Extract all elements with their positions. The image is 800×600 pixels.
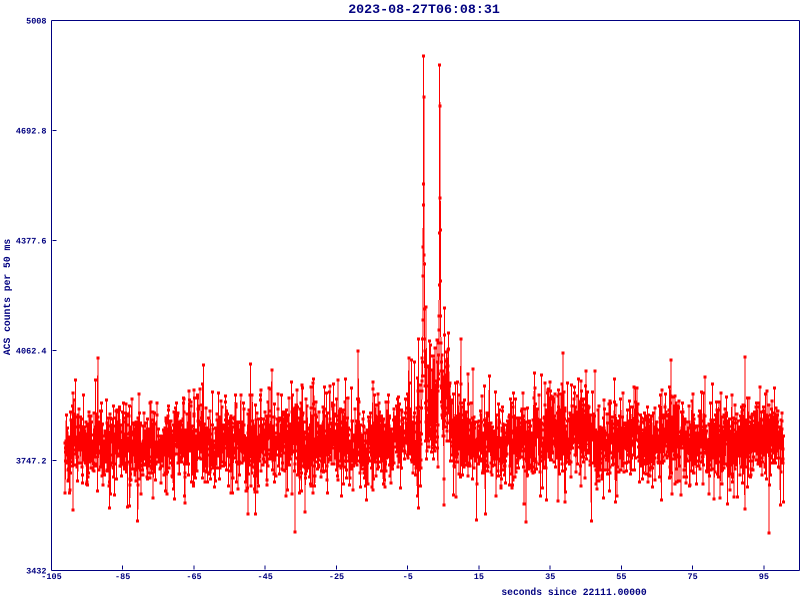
svg-text:3747.2: 3747.2 [16,456,47,466]
svg-text:75: 75 [687,572,697,582]
svg-text:35: 35 [545,572,555,582]
svg-text:seconds since 22111.00000: seconds since 22111.00000 [501,587,647,598]
svg-text:4692.8: 4692.8 [16,126,47,136]
svg-text:-25: -25 [329,572,344,582]
svg-text:55: 55 [616,572,626,582]
svg-text:-105: -105 [41,572,61,582]
svg-text:2023-08-27T06:08:31: 2023-08-27T06:08:31 [348,2,500,17]
svg-text:95: 95 [759,572,769,582]
svg-text:5008: 5008 [26,16,46,26]
svg-text:3432: 3432 [26,566,46,576]
svg-text:-5: -5 [403,572,413,582]
svg-text:-85: -85 [115,572,130,582]
svg-text:-65: -65 [186,572,201,582]
svg-text:4062.4: 4062.4 [16,346,47,356]
svg-text:4377.6: 4377.6 [16,236,47,246]
svg-text:-45: -45 [258,572,273,582]
svg-text:15: 15 [474,572,484,582]
svg-text:ACS counts per 50 ms: ACS counts per 50 ms [2,239,13,355]
